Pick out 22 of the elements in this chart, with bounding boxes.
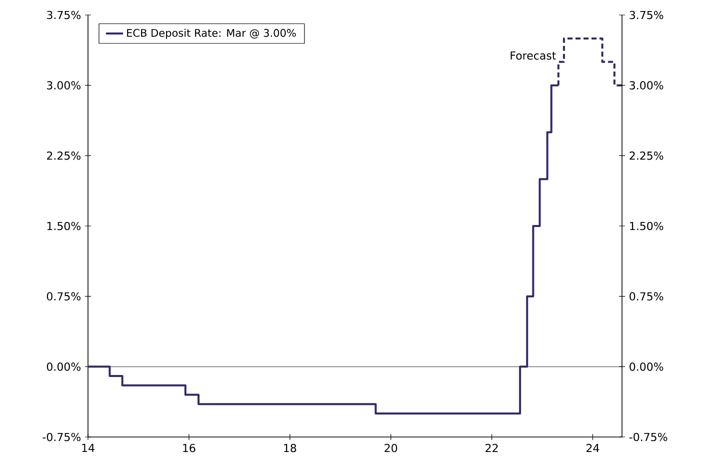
- x-tick-label: 18: [284, 444, 296, 452]
- legend-label: ECB Deposit Rate: Mar @ 3.00%: [127, 28, 296, 39]
- y2-tick-label: 3.00%: [630, 81, 664, 90]
- y2-tick-label: -0.75%: [629, 432, 668, 442]
- x-tick-label: 22: [486, 444, 498, 452]
- annotation: Forecast: [510, 52, 556, 60]
- y-tick-label: 2.25%: [46, 152, 81, 160]
- x-tick-label: 20: [384, 444, 398, 452]
- x-tick-label: 24: [586, 444, 600, 452]
- y-tick-label: -0.75%: [42, 432, 81, 442]
- y-tick-label: 0.75%: [46, 292, 81, 300]
- y-tick-label: 1.50%: [47, 222, 81, 230]
- x-tick-label: 14: [82, 444, 94, 452]
- y2-tick-label: 0.00%: [630, 362, 664, 371]
- y2-tick-label: 2.25%: [630, 152, 664, 160]
- y-tick-label: 0.00%: [46, 362, 81, 371]
- y-tick-label: 3.75%: [47, 10, 81, 20]
- y-tick-label: 3.00%: [47, 81, 81, 90]
- y2-tick-label: 3.75%: [630, 10, 664, 20]
- y2-tick-label: 1.50%: [630, 222, 664, 230]
- y2-tick-label: 0.75%: [630, 292, 664, 300]
- x-tick-label: 16: [183, 444, 196, 452]
